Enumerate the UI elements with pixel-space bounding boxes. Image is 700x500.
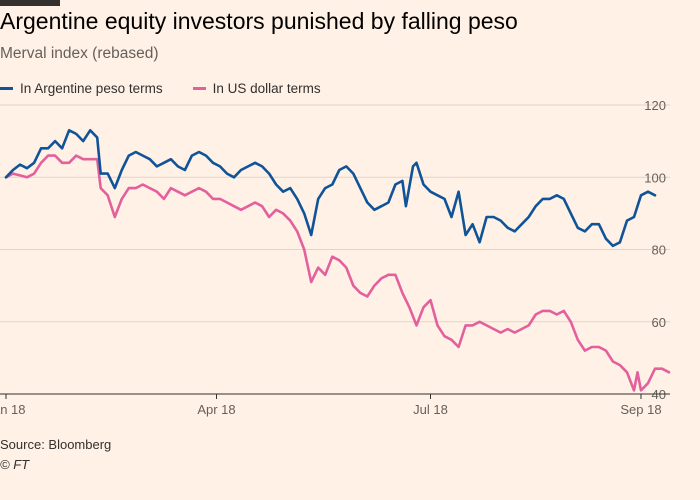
x-tick-label-2: Jul 18 xyxy=(413,402,448,417)
legend-item-usd: In US dollar terms xyxy=(192,80,321,96)
x-tick-label-0: Jan 18 xyxy=(0,402,26,417)
x-tick-label-1: Apr 18 xyxy=(197,402,235,417)
chart-subtitle: Merval index (rebased) xyxy=(0,45,159,62)
copyright-note: © FT xyxy=(0,457,30,472)
legend-label-usd: In US dollar terms xyxy=(212,80,321,96)
legend-label-peso: In Argentine peso terms xyxy=(20,80,163,96)
y-tick-label-60: 60 xyxy=(652,315,666,330)
legend-swatch-peso xyxy=(0,86,13,90)
ft-top-bar xyxy=(0,0,60,6)
legend-swatch-usd xyxy=(192,86,206,90)
y-tick-label-120: 120 xyxy=(644,98,666,113)
series-line-usd xyxy=(4,154,671,392)
chart-legend: In Argentine peso terms In US dollar ter… xyxy=(0,79,351,97)
source-note: Source: Bloomberg xyxy=(0,437,112,452)
chart-title: Argentine equity investors punished by f… xyxy=(0,8,518,34)
series-line-peso xyxy=(4,129,657,248)
y-tick-label-100: 100 xyxy=(644,170,666,185)
legend-item-peso: In Argentine peso terms xyxy=(0,81,163,96)
y-tick-label-80: 80 xyxy=(652,243,666,258)
x-tick-label-3: Sep 18 xyxy=(620,402,661,417)
